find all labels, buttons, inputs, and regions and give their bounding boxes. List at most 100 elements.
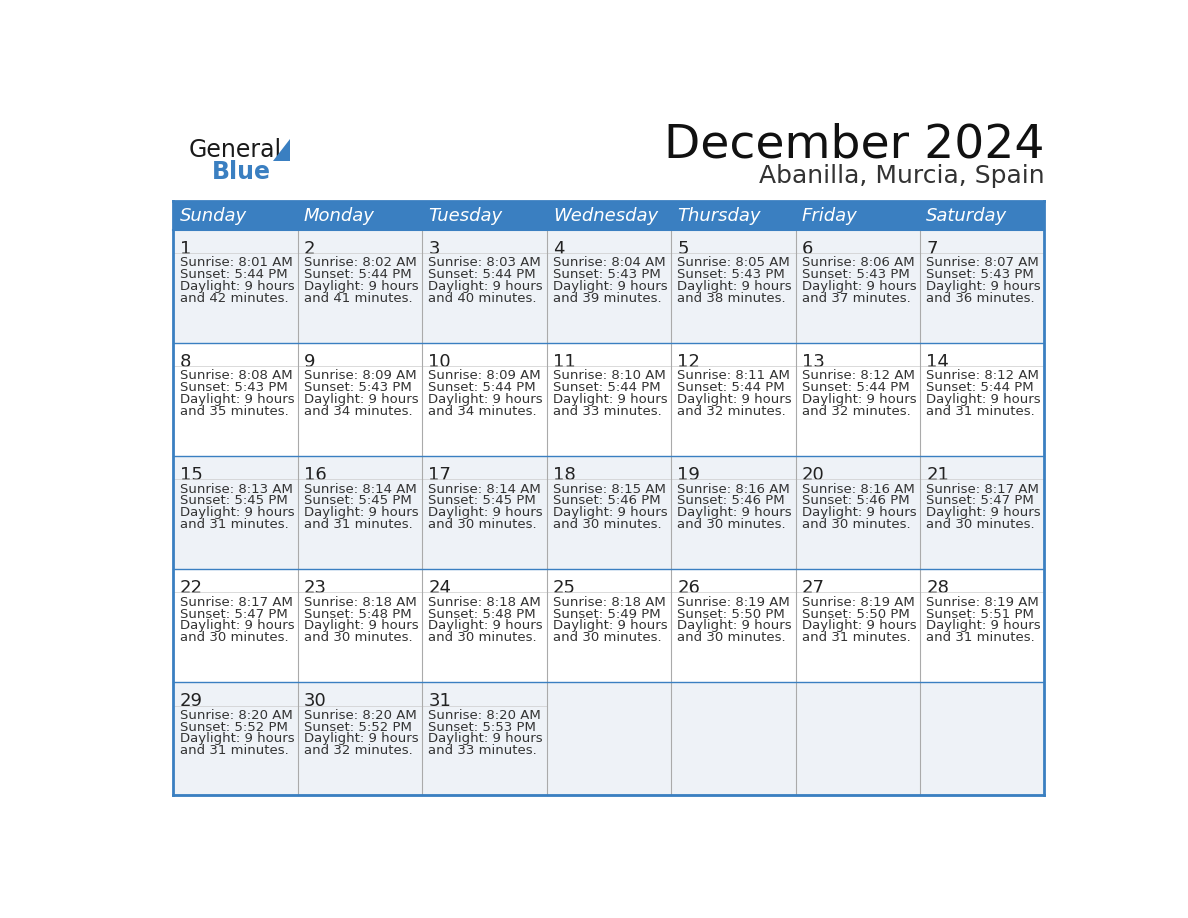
Text: and 30 minutes.: and 30 minutes.: [927, 519, 1035, 532]
Text: Daylight: 9 hours: Daylight: 9 hours: [552, 280, 668, 294]
Text: Daylight: 9 hours: Daylight: 9 hours: [927, 507, 1041, 520]
Text: Sunrise: 8:06 AM: Sunrise: 8:06 AM: [802, 256, 915, 270]
Text: Daylight: 9 hours: Daylight: 9 hours: [802, 394, 916, 407]
Text: 23: 23: [304, 579, 327, 598]
Text: Daylight: 9 hours: Daylight: 9 hours: [802, 507, 916, 520]
Text: Daylight: 9 hours: Daylight: 9 hours: [927, 280, 1041, 294]
Text: and 41 minutes.: and 41 minutes.: [304, 292, 412, 306]
Text: Sunrise: 8:09 AM: Sunrise: 8:09 AM: [304, 370, 417, 383]
Text: Sunset: 5:43 PM: Sunset: 5:43 PM: [677, 268, 785, 282]
Text: Sunset: 5:44 PM: Sunset: 5:44 PM: [802, 382, 909, 395]
Text: Daylight: 9 hours: Daylight: 9 hours: [429, 394, 543, 407]
Text: and 36 minutes.: and 36 minutes.: [927, 292, 1035, 306]
Text: Monday: Monday: [304, 207, 375, 225]
Text: Sunrise: 8:01 AM: Sunrise: 8:01 AM: [179, 256, 292, 270]
Text: and 31 minutes.: and 31 minutes.: [304, 519, 412, 532]
Text: Sunset: 5:49 PM: Sunset: 5:49 PM: [552, 608, 661, 621]
Text: Daylight: 9 hours: Daylight: 9 hours: [179, 394, 295, 407]
Text: 10: 10: [429, 353, 451, 371]
Text: 30: 30: [304, 692, 327, 711]
Text: Daylight: 9 hours: Daylight: 9 hours: [927, 620, 1041, 633]
Text: and 39 minutes.: and 39 minutes.: [552, 292, 662, 306]
Bar: [173, 343, 1044, 456]
Text: and 31 minutes.: and 31 minutes.: [179, 519, 289, 532]
Bar: [173, 569, 1044, 682]
Bar: [920, 201, 1044, 230]
Bar: [298, 201, 422, 230]
Text: Sunset: 5:47 PM: Sunset: 5:47 PM: [927, 495, 1034, 508]
Text: Sunrise: 8:03 AM: Sunrise: 8:03 AM: [429, 256, 542, 270]
Text: Daylight: 9 hours: Daylight: 9 hours: [802, 280, 916, 294]
Text: Daylight: 9 hours: Daylight: 9 hours: [304, 733, 418, 745]
Text: Blue: Blue: [211, 160, 271, 184]
Text: 22: 22: [179, 579, 202, 598]
Text: Sunset: 5:46 PM: Sunset: 5:46 PM: [677, 495, 785, 508]
Text: Sunrise: 8:14 AM: Sunrise: 8:14 AM: [304, 483, 417, 496]
Text: Sunrise: 8:08 AM: Sunrise: 8:08 AM: [179, 370, 292, 383]
Text: Daylight: 9 hours: Daylight: 9 hours: [179, 733, 295, 745]
Text: Sunrise: 8:18 AM: Sunrise: 8:18 AM: [304, 596, 417, 609]
Text: and 32 minutes.: and 32 minutes.: [802, 406, 910, 419]
Text: Daylight: 9 hours: Daylight: 9 hours: [552, 620, 668, 633]
Text: 28: 28: [927, 579, 949, 598]
Bar: [546, 201, 671, 230]
Text: Sunrise: 8:20 AM: Sunrise: 8:20 AM: [304, 709, 417, 722]
Text: and 30 minutes.: and 30 minutes.: [304, 632, 412, 644]
Text: Sunrise: 8:17 AM: Sunrise: 8:17 AM: [927, 483, 1040, 496]
Text: Sunrise: 8:19 AM: Sunrise: 8:19 AM: [927, 596, 1040, 609]
Bar: [671, 201, 796, 230]
Text: and 32 minutes.: and 32 minutes.: [304, 744, 412, 757]
Text: Sunrise: 8:15 AM: Sunrise: 8:15 AM: [552, 483, 665, 496]
Text: Daylight: 9 hours: Daylight: 9 hours: [304, 620, 418, 633]
Text: and 32 minutes.: and 32 minutes.: [677, 406, 786, 419]
Bar: [173, 682, 1044, 796]
Text: and 31 minutes.: and 31 minutes.: [802, 632, 910, 644]
Text: Sunrise: 8:04 AM: Sunrise: 8:04 AM: [552, 256, 665, 270]
Text: Sunset: 5:48 PM: Sunset: 5:48 PM: [304, 608, 411, 621]
Text: Daylight: 9 hours: Daylight: 9 hours: [429, 733, 543, 745]
Text: and 30 minutes.: and 30 minutes.: [802, 519, 910, 532]
Text: Wednesday: Wednesday: [552, 207, 658, 225]
Text: and 31 minutes.: and 31 minutes.: [927, 632, 1035, 644]
Text: and 31 minutes.: and 31 minutes.: [179, 744, 289, 757]
Text: Daylight: 9 hours: Daylight: 9 hours: [677, 507, 792, 520]
Text: December 2024: December 2024: [664, 122, 1044, 167]
Text: Friday: Friday: [802, 207, 858, 225]
Text: and 37 minutes.: and 37 minutes.: [802, 292, 910, 306]
Text: 2: 2: [304, 241, 316, 258]
Text: 15: 15: [179, 466, 202, 485]
Text: 17: 17: [429, 466, 451, 485]
Text: Sunrise: 8:09 AM: Sunrise: 8:09 AM: [429, 370, 541, 383]
Text: Sunset: 5:44 PM: Sunset: 5:44 PM: [677, 382, 785, 395]
Text: Sunset: 5:44 PM: Sunset: 5:44 PM: [429, 382, 536, 395]
Text: Sunrise: 8:11 AM: Sunrise: 8:11 AM: [677, 370, 790, 383]
Text: 9: 9: [304, 353, 316, 371]
Text: Sunset: 5:44 PM: Sunset: 5:44 PM: [304, 268, 411, 282]
Text: and 30 minutes.: and 30 minutes.: [429, 632, 537, 644]
Text: and 35 minutes.: and 35 minutes.: [179, 406, 289, 419]
Text: 27: 27: [802, 579, 824, 598]
Text: Sunrise: 8:19 AM: Sunrise: 8:19 AM: [802, 596, 915, 609]
Text: and 42 minutes.: and 42 minutes.: [179, 292, 289, 306]
Text: Daylight: 9 hours: Daylight: 9 hours: [677, 394, 792, 407]
Text: Tuesday: Tuesday: [429, 207, 503, 225]
Text: 1: 1: [179, 241, 191, 258]
Text: 25: 25: [552, 579, 576, 598]
Text: Sunrise: 8:19 AM: Sunrise: 8:19 AM: [677, 596, 790, 609]
Bar: [796, 201, 920, 230]
Text: Sunset: 5:45 PM: Sunset: 5:45 PM: [429, 495, 536, 508]
Text: Sunset: 5:50 PM: Sunset: 5:50 PM: [802, 608, 910, 621]
Text: Sunrise: 8:05 AM: Sunrise: 8:05 AM: [677, 256, 790, 270]
Text: Daylight: 9 hours: Daylight: 9 hours: [429, 507, 543, 520]
Text: and 33 minutes.: and 33 minutes.: [429, 744, 537, 757]
Text: Saturday: Saturday: [927, 207, 1007, 225]
Text: and 30 minutes.: and 30 minutes.: [677, 632, 786, 644]
Text: Sunrise: 8:20 AM: Sunrise: 8:20 AM: [179, 709, 292, 722]
Bar: [173, 456, 1044, 569]
Text: 11: 11: [552, 353, 575, 371]
Text: Thursday: Thursday: [677, 207, 760, 225]
Polygon shape: [272, 140, 290, 161]
Text: Sunrise: 8:17 AM: Sunrise: 8:17 AM: [179, 596, 292, 609]
Text: and 30 minutes.: and 30 minutes.: [179, 632, 289, 644]
Text: Daylight: 9 hours: Daylight: 9 hours: [802, 620, 916, 633]
